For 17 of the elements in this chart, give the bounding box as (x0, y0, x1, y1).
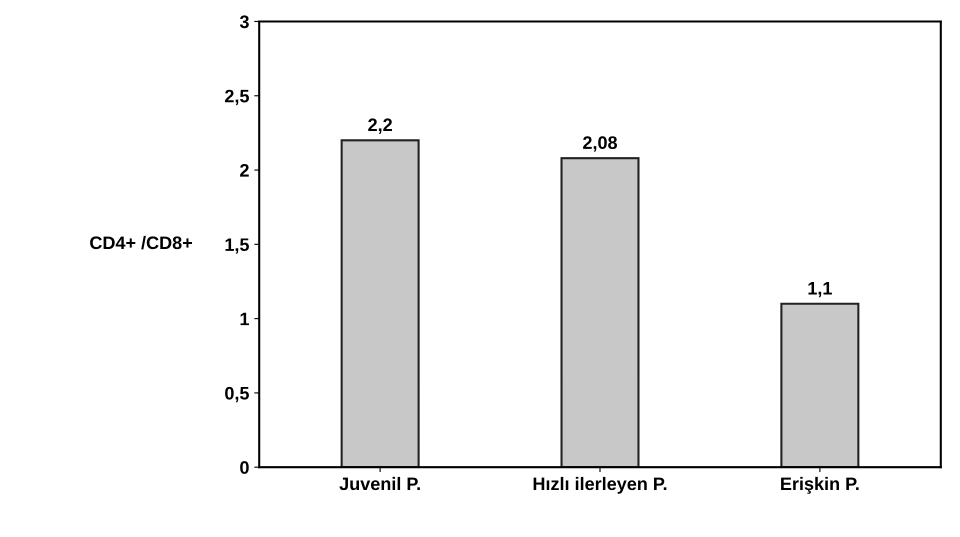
bar (780, 302, 860, 468)
y-axis-title: CD4+ /CD8+ (90, 236, 192, 250)
bar (340, 139, 420, 468)
y-tick-label: 0,5 (225, 386, 249, 402)
x-tick-label: Erişkin P. (781, 476, 859, 494)
x-tick-label: Juvenil P. (339, 476, 420, 490)
x-tick-label: Hızlı ilerleyen P. (534, 476, 666, 494)
data-label: 1,1 (808, 282, 832, 298)
y-tick-label: 2,5 (225, 90, 249, 106)
y-tick-label: 1 (240, 312, 249, 326)
y-tick-label: 0 (240, 461, 249, 474)
y-tick-label: 2 (240, 164, 249, 177)
bar (560, 157, 640, 468)
y-tick-label: 3 (240, 15, 249, 28)
data-label: 2,2 (368, 118, 392, 134)
y-tick-label: 1,5 (226, 238, 249, 254)
data-label: 2,08 (583, 136, 618, 152)
